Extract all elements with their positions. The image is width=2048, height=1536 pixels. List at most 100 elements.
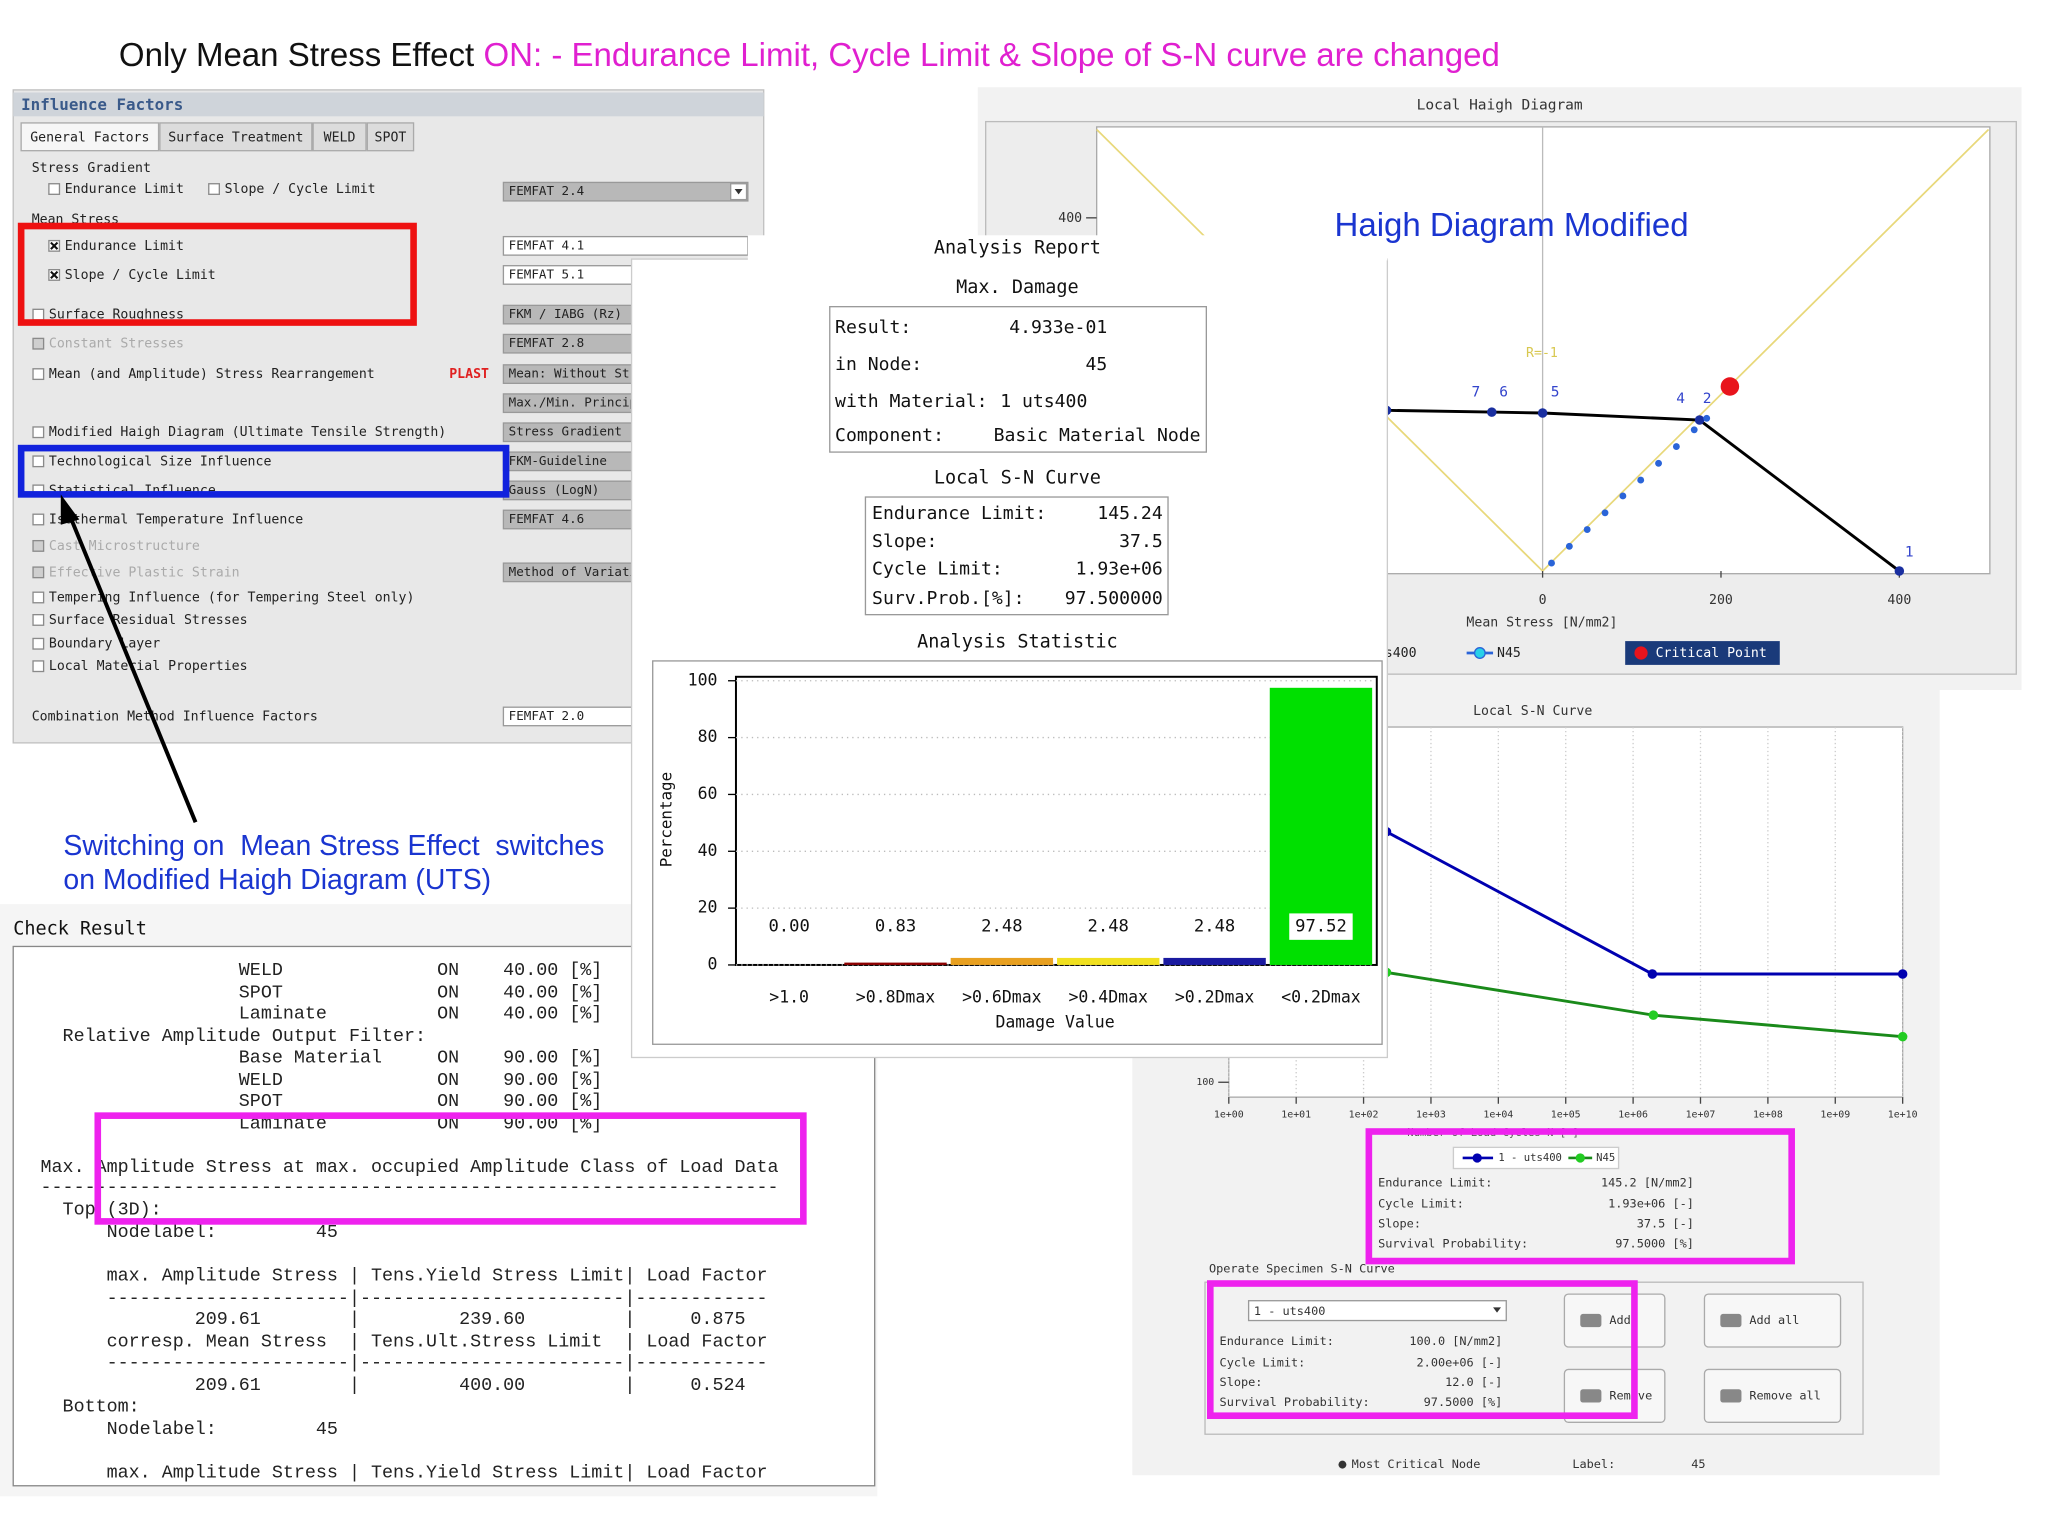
chart-annotation: R=-1 <box>1526 346 1558 361</box>
info-value: 1.93e+06 [-] <box>1608 1197 1694 1211</box>
checkbox[interactable] <box>32 337 45 350</box>
checkbox[interactable] <box>32 513 45 526</box>
specimen-value: 2.00e+06 [-] <box>1417 1355 1503 1369</box>
footer-label: Label: <box>1572 1457 1615 1471</box>
dropdown-arrow <box>1493 1307 1501 1313</box>
check-mark <box>50 241 59 250</box>
y-tick-label: 100 <box>688 670 718 689</box>
checkbox[interactable] <box>32 591 45 604</box>
checkbox[interactable] <box>32 539 45 552</box>
checkbox[interactable] <box>208 183 220 195</box>
info-value: Basic Material Node <box>994 425 1201 446</box>
tab[interactable] <box>312 122 367 152</box>
data-point <box>1672 443 1680 450</box>
x-tick-label: 1e+08 <box>1753 1109 1783 1120</box>
info-label: Cycle Limit: <box>1378 1197 1464 1211</box>
data-point <box>1537 408 1548 418</box>
info-box <box>864 496 1169 616</box>
data-point <box>1703 414 1711 422</box>
row-label: Boundary Layer <box>49 637 160 652</box>
x-tick-label: 1e+09 <box>1820 1109 1850 1120</box>
info-value: 97.500000 <box>1065 588 1163 609</box>
data-point <box>1897 1031 1908 1042</box>
checkbox[interactable] <box>32 660 45 673</box>
row-label: Slope / Cycle Limit <box>225 182 376 197</box>
legend-label: 1 - uts400 <box>1498 1152 1562 1164</box>
row-label: Isothermal Temperature Influence <box>49 512 303 527</box>
result-line: ----------------------------------------… <box>18 1177 778 1198</box>
button[interactable] <box>1563 1293 1666 1348</box>
row-label: Endurance Limit <box>65 182 184 197</box>
row-label: Technological Size Influence <box>49 454 272 469</box>
checkbox[interactable] <box>32 455 45 468</box>
info-label: with Material: <box>835 391 987 412</box>
data-point <box>1548 559 1555 567</box>
result-line: Laminate ON 40.00 [%] <box>18 1004 602 1025</box>
data-point <box>1601 509 1609 517</box>
value-label-bg <box>1289 913 1353 940</box>
result-line: WELD ON 40.00 [%] <box>18 960 602 981</box>
highlight-box <box>17 444 510 498</box>
legend-highlight <box>1625 641 1780 665</box>
tab-label: SPOT <box>375 130 407 145</box>
result-line: 209.61 | 239.60 | 0.875 <box>18 1309 745 1330</box>
result-line: Nodelabel: 45 <box>18 1419 337 1440</box>
x-tick-label: 1e+01 <box>1281 1109 1311 1120</box>
legend-marker <box>1575 1153 1585 1163</box>
checkbox[interactable] <box>48 183 61 195</box>
row-label: Cast Microstructure <box>49 539 200 554</box>
legend-box <box>1452 1146 1620 1170</box>
checkbox[interactable] <box>32 308 45 321</box>
tab-label: General Factors <box>30 130 149 145</box>
x-tick-label: 1e+06 <box>1618 1109 1648 1120</box>
checkbox[interactable] <box>32 566 45 579</box>
result-line: ----------------------|-----------------… <box>18 1288 767 1309</box>
value-label: FEMFAT 2.8 <box>509 335 585 350</box>
check-mark <box>50 270 59 279</box>
button-label: Add <box>1609 1313 1630 1327</box>
checkbox[interactable] <box>32 426 45 439</box>
radio[interactable] <box>1338 1460 1347 1469</box>
result-line: Top (3D): <box>18 1199 161 1220</box>
checkbox[interactable] <box>32 637 45 650</box>
button-icon <box>1580 1389 1602 1403</box>
highlight-box <box>94 1112 807 1225</box>
info-label: Slope: <box>1378 1217 1421 1231</box>
tab[interactable] <box>366 122 415 152</box>
node-label: 1 <box>1905 545 1914 561</box>
button[interactable] <box>1703 1368 1842 1423</box>
bar <box>1163 957 1266 965</box>
tab-label: WELD <box>324 130 356 145</box>
value-box[interactable] <box>502 181 749 202</box>
result-line: max. Amplitude Stress | Tens.Yield Stres… <box>18 1462 767 1483</box>
checkbox[interactable] <box>32 614 45 626</box>
dropdown-value: 1 - uts400 <box>1254 1304 1325 1318</box>
x-tick-label: 1e+00 <box>1214 1109 1244 1120</box>
checkbox[interactable] <box>32 368 45 381</box>
value-label: FEMFAT 4.6 <box>509 511 585 526</box>
x-tick-label: >0.2Dmax <box>1175 988 1255 1007</box>
y-axis-label: Percentage <box>657 772 676 867</box>
button[interactable] <box>1703 1293 1842 1348</box>
button[interactable] <box>1563 1368 1666 1423</box>
tab[interactable] <box>20 122 160 152</box>
tab-label: Surface Treatment <box>168 130 303 145</box>
x-axis-label: Damage Value <box>995 1013 1114 1032</box>
dropdown[interactable] <box>1247 1300 1507 1322</box>
data-point <box>1720 377 1740 396</box>
node-label: 7 <box>1472 385 1481 401</box>
value-label-bg <box>1081 913 1135 940</box>
x-axis-label: Mean Stress [N/mm2] <box>1466 616 1617 631</box>
panel-title: Influence Factors <box>21 95 183 114</box>
data-point <box>1655 459 1662 467</box>
data-point <box>1648 1010 1659 1020</box>
tab[interactable] <box>159 122 313 152</box>
row-label: Modified Haigh Diagram (Ultimate Tensile… <box>49 425 446 440</box>
value-label: Max./Min. Principal <box>509 395 653 410</box>
result-line: SPOT ON 40.00 [%] <box>18 983 602 1004</box>
info-value: 145.2 [N/mm2] <box>1601 1176 1694 1190</box>
y-tick-label: 0 <box>708 954 718 973</box>
x-tick-label: >1.0 <box>769 988 809 1007</box>
x-tick-label: 1e+02 <box>1349 1109 1379 1120</box>
